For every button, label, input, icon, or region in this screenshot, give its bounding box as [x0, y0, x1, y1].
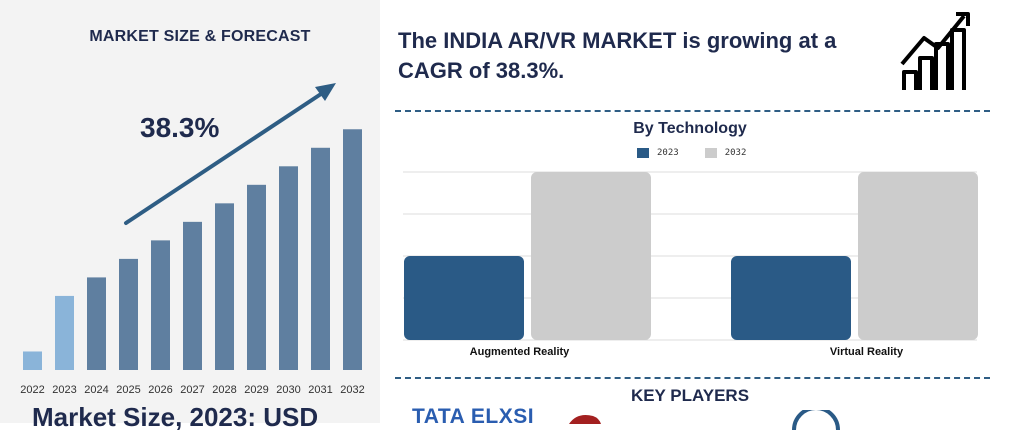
year-label-2030: 2030 — [276, 384, 300, 396]
forecast-bar-2025 — [119, 258, 138, 370]
market-size-chart: 2022 2023 2024 2025 2026 2027 2028 2029 2030 2031… — [20, 83, 365, 396]
legend-label-2023: 2023 — [657, 148, 679, 158]
forecast-bar-2022 — [23, 351, 42, 370]
year-label-2028: 2028 — [212, 384, 236, 396]
year-label-2024: 2024 — [84, 384, 108, 396]
year-label-2023: 2023 — [52, 384, 76, 396]
market-size-title: MARKET SIZE & FORECAST — [89, 28, 311, 45]
player-logo-3 — [792, 410, 840, 430]
year-label-2025: 2025 — [116, 384, 140, 396]
year-label-2022: 2022 — [20, 384, 44, 396]
cagr-annotation: 38.3% — [140, 112, 219, 143]
forecast-bar-2027 — [183, 221, 202, 370]
growth-chart-icon — [900, 12, 970, 90]
forecast-bar-2028 — [215, 203, 234, 370]
category-label-augmented-reality: Augmented Reality — [470, 346, 571, 358]
technology-chart-title: By Technology — [633, 120, 747, 137]
year-label-2031: 2031 — [308, 384, 332, 396]
forecast-bar-2031 — [311, 147, 330, 370]
player-logo-2 — [569, 415, 601, 424]
forecast-bar-2026 — [151, 240, 170, 370]
technology-chart: Augmented Reality Virtual Reality — [403, 171, 978, 358]
market-size-2023-text: Market Size, 2023: USD — [32, 402, 319, 432]
legend-item-2023: 2023 — [637, 148, 679, 158]
year-label-2026: 2026 — [148, 384, 172, 396]
forecast-bar-2029 — [247, 184, 266, 370]
technology-bar-augmented-reality-2023 — [404, 256, 524, 340]
legend-label-2032: 2032 — [724, 148, 747, 158]
year-label-2032: 2032 — [340, 384, 364, 396]
growth-arrow-head — [315, 83, 336, 101]
legend-swatch-2032 — [704, 148, 717, 158]
category-label-virtual-reality: Virtual Reality — [830, 346, 904, 358]
year-label-2029: 2029 — [244, 384, 268, 396]
tata-elxsi-logo: TATA ELXSI — [412, 405, 535, 428]
key-players-title: KEY PLAYERS — [630, 386, 750, 405]
technology-legend: 2023 2032 — [637, 148, 746, 158]
cagr-headline: The INDIA AR/VR MARKET is growing at a C… — [398, 28, 837, 83]
growth-arrow — [124, 88, 329, 225]
forecast-bar-2032 — [343, 129, 362, 370]
year-label-2027: 2027 — [180, 384, 204, 396]
forecast-bar-2030 — [279, 166, 298, 370]
section-divider-bottom — [395, 377, 990, 379]
technology-bar-virtual-reality-2023 — [731, 256, 851, 340]
forecast-bar-2023 — [55, 295, 74, 370]
technology-bar-augmented-reality-2032 — [531, 172, 651, 340]
technology-bar-virtual-reality-2032 — [858, 172, 978, 340]
legend-swatch-2023 — [637, 148, 649, 158]
forecast-bar-2024 — [87, 277, 106, 370]
legend-item-2032: 2032 — [704, 148, 747, 158]
section-divider — [395, 110, 990, 112]
